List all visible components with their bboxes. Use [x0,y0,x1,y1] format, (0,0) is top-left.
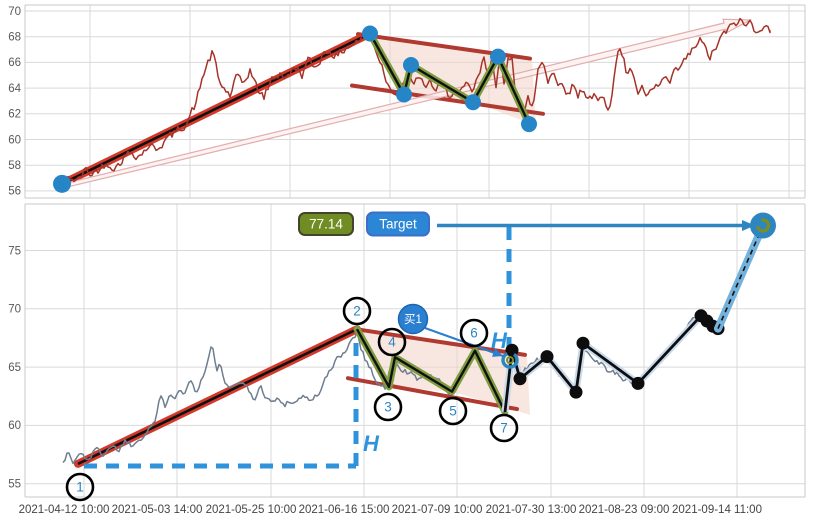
projection-line-dash [717,225,764,329]
y-axis-tick-label: 60 [8,420,21,432]
pivot-dot[interactable] [396,86,412,103]
height-label: H [491,328,508,353]
swing-dot[interactable] [540,350,554,364]
y-axis-tick-label: 70 [8,6,21,18]
pivot-dot[interactable] [465,94,481,111]
zigzag-line-core [368,32,531,125]
pivot-number-circle-1[interactable] [65,472,95,502]
x-axis-tick-label: 2021-07-09 10:00 [392,504,483,516]
breakout-point-marker[interactable] [501,351,519,369]
x-axis-tick-label: 2021-08-23 09:00 [579,504,670,516]
pivot-number-circle-5[interactable] [438,396,468,426]
target-arrowhead [742,220,755,231]
pivot-dot[interactable] [490,48,506,65]
swing-dot[interactable] [576,336,590,350]
y-axis-tick-label: 64 [8,83,21,95]
buy-order-badge-label: 买1 [404,313,422,326]
x-axis-tick-label: 2021-05-03 14:00 [112,504,203,516]
y-axis-tick-label: 75 [8,245,21,257]
y-axis-tick-label: 55 [8,479,21,491]
pivot-number-circle-7[interactable] [489,413,519,443]
pivot-dot[interactable] [362,25,378,42]
y-axis-tick-label: 66 [8,57,21,69]
top-panel: 70 68 66 64 62 60 58 56 [8,4,806,199]
pivot-number-circle-3[interactable] [373,392,403,422]
measured-target-value-box-label: 77.14 [309,217,343,232]
pivot-number-4: 4 [388,335,396,350]
y-axis-tick-label: 68 [8,32,21,44]
pink-trend-arrow[interactable] [62,18,753,189]
swing-dot[interactable] [631,376,645,390]
pivot-number-circle-4[interactable] [377,327,407,357]
y-axis-tick-label: 62 [8,109,21,121]
buy-callout-arrowhead [492,348,503,357]
pivot-dot[interactable] [521,116,537,133]
x-axis-tick-label: 2021-07-30 13:00 [486,504,577,516]
y-axis-tick-label: 60 [8,134,21,146]
pivot-number-circle-2[interactable] [342,296,372,326]
swing-dot[interactable] [513,372,527,386]
price-line-top [61,17,771,184]
measured-target-value-box[interactable] [298,212,354,236]
target-label-box[interactable] [366,211,430,237]
trend-line-core [61,32,371,186]
target-point-marker[interactable] [750,212,776,239]
y-axis-tick-label: 56 [8,186,21,198]
pivot-number-1: 1 [76,480,84,495]
pivot-number-6: 6 [470,326,478,341]
pivot-number-5: 5 [449,404,457,419]
x-axis-tick-label: 2021-09-14 11:00 [672,504,762,516]
y-axis-tick-label: 58 [8,160,21,172]
target-marker-spiral-icon [755,218,771,233]
pivot-number-7: 7 [500,421,508,436]
buy-order-badge[interactable] [397,303,429,335]
pivot-number-circle-6[interactable] [459,318,489,348]
breakout-marker-spiral-icon [506,356,514,365]
pivot-dot[interactable] [53,174,71,193]
height-label: H [363,431,380,456]
target-label-box-label: Target [379,217,417,232]
channel-lower-line[interactable] [350,83,545,116]
swing-dot[interactable] [569,385,583,399]
pivot-dot[interactable] [403,56,419,73]
x-axis-tick-label: 2021-04-12 10:00 [19,504,110,516]
x-axis-tick-label: 2021-06-16 15:00 [299,504,390,516]
y-axis-tick-label: 70 [8,304,21,316]
pivot-number-3: 3 [384,400,392,415]
x-axis-tick-label: 2021-05-25 10:00 [206,504,297,516]
post-breakout-line[interactable] [503,314,719,413]
zigzag-line-core [355,328,507,413]
y-axis-tick-label: 65 [8,362,21,374]
pivot-number-2: 2 [353,304,361,319]
